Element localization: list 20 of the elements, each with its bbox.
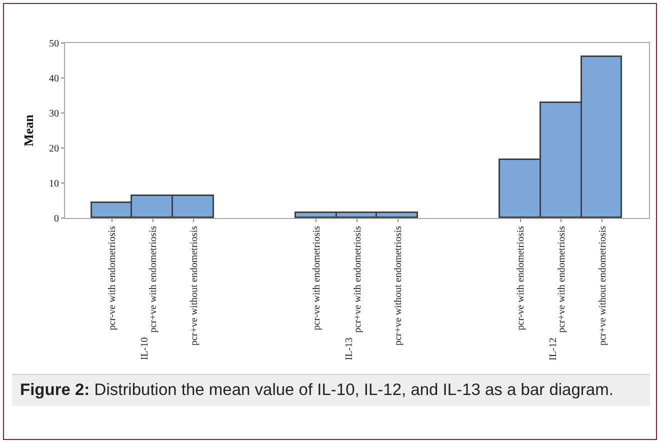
x-tick-label: pcr+ve without endometriosis — [393, 226, 404, 346]
x-tick-label: pcr+ve without endometriosis — [188, 226, 200, 346]
x-tick-label: pcr+ve with endometriosis — [352, 226, 364, 333]
y-tick-label: 20 — [49, 144, 59, 154]
caption: Figure 2: Distribution the mean value of IL-10, IL-12, and IL-13 as a bar diagram. — [12, 374, 650, 406]
y-tick-label: 10 — [49, 178, 59, 190]
text: IL-12 — [548, 338, 559, 360]
y-tick-label: 40 — [49, 74, 59, 84]
x-tick-label: pcr-ve with endometriosis — [516, 226, 527, 330]
y-tick-label: 0 — [54, 214, 59, 224]
y-axis-title: Mean — [20, 114, 36, 146]
y-tick-label: 50 — [49, 38, 59, 50]
x-tick-label: pcr-ve with endometriosis — [107, 226, 118, 330]
x-tick-label: pcr-ve with endometriosis — [311, 226, 322, 330]
x-tick-label: pcr+ve without endometriosis — [597, 226, 608, 346]
y-tick-label: 30 — [49, 108, 59, 120]
text: IL-13 — [344, 337, 355, 360]
x-tick-label: pcr+ve with endometriosis — [556, 226, 568, 333]
x-tick-label: pcr+ve with endometriosis — [148, 226, 160, 333]
text: IL-10 — [140, 337, 151, 360]
